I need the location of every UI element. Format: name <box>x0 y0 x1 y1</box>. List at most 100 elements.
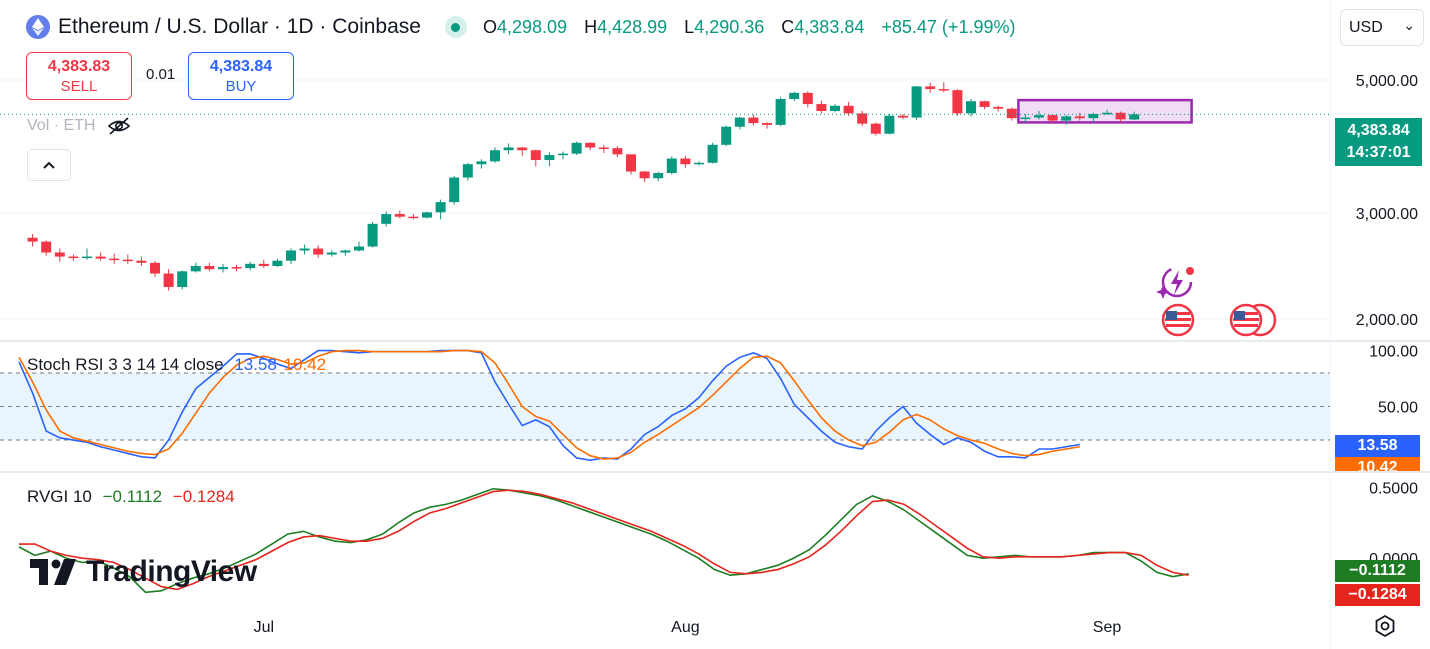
candle-body[interactable] <box>95 256 106 259</box>
candle-body[interactable] <box>190 265 201 272</box>
candle-body[interactable] <box>1061 116 1072 121</box>
candle-body[interactable] <box>422 212 432 218</box>
candle-body[interactable] <box>435 202 446 213</box>
candle-body[interactable] <box>789 92 800 99</box>
candle-body[interactable] <box>272 260 283 266</box>
us-flag-event-icon[interactable] <box>1160 303 1196 337</box>
candle-body[interactable] <box>1102 112 1112 115</box>
candle-body[interactable] <box>558 153 568 156</box>
candle-body[interactable] <box>381 214 392 224</box>
candle-body[interactable] <box>122 259 133 262</box>
candle-body[interactable] <box>54 252 65 257</box>
tradingview-logo[interactable]: TradingView <box>30 555 257 589</box>
candle-body[interactable] <box>367 223 378 247</box>
candle-body[interactable] <box>136 260 147 263</box>
volume-legend[interactable]: Vol · ETH <box>27 117 131 135</box>
currency-select[interactable]: USD ⌄ <box>1340 9 1424 46</box>
eye-crossed-icon[interactable] <box>107 117 131 135</box>
candle-body[interactable] <box>775 98 786 125</box>
candle-body[interactable] <box>503 147 514 151</box>
candle-body[interactable] <box>1115 112 1126 120</box>
candle-body[interactable] <box>313 248 324 255</box>
candle-body[interactable] <box>734 117 745 127</box>
candle-body[interactable] <box>530 150 541 160</box>
candle-body[interactable] <box>150 262 160 274</box>
candle-body[interactable] <box>449 177 460 203</box>
candle-body[interactable] <box>938 89 949 91</box>
buy-button[interactable]: 4,383.84 BUY <box>188 52 294 100</box>
candle-body[interactable] <box>639 171 650 179</box>
settings-gear-icon[interactable] <box>1372 613 1398 639</box>
candle-body[interactable] <box>966 101 976 114</box>
candle-body[interactable] <box>993 106 1004 109</box>
collapse-legend-button[interactable] <box>27 149 71 181</box>
candle-body[interactable] <box>340 250 351 253</box>
candle-body[interactable] <box>27 237 38 242</box>
candle-body[interactable] <box>925 86 936 90</box>
candle-body[interactable] <box>204 265 215 270</box>
candle-body[interactable] <box>680 158 691 165</box>
candle-body[interactable] <box>231 267 242 269</box>
candle-body[interactable] <box>245 263 256 269</box>
candle-body[interactable] <box>517 147 528 151</box>
candle-body[interactable] <box>1020 117 1031 120</box>
candle-body[interactable] <box>870 123 881 134</box>
us-flag-events-stack-icon[interactable] <box>1228 303 1280 337</box>
candle-body[interactable] <box>286 250 296 261</box>
candle-body[interactable] <box>109 258 120 261</box>
rvgi-legend[interactable]: RVGI 10 −0.1112 −0.1284 <box>27 487 235 507</box>
candle-body[interactable] <box>816 104 827 112</box>
symbol-title[interactable]: Ethereum / U.S. Dollar · 1D · Coinbase <box>58 15 421 38</box>
candle-body[interactable] <box>857 113 868 124</box>
candle-body[interactable] <box>82 256 92 259</box>
sell-button[interactable]: 4,383.83 SELL <box>26 52 132 100</box>
candle-body[interactable] <box>163 273 174 288</box>
candle-body[interactable] <box>462 164 473 178</box>
candle-body[interactable] <box>68 256 79 259</box>
candle-body[interactable] <box>544 155 555 160</box>
candle-body[interactable] <box>1034 115 1044 118</box>
candle-body[interactable] <box>1006 108 1017 119</box>
candle-body[interactable] <box>571 142 582 154</box>
candle-body[interactable] <box>218 267 228 270</box>
candle-body[interactable] <box>707 144 718 163</box>
candle-body[interactable] <box>354 246 364 251</box>
stoch-k-line[interactable] <box>18 349 1080 461</box>
candle-body[interactable] <box>585 142 596 148</box>
candle-body[interactable] <box>598 147 609 150</box>
stoch-d-line[interactable] <box>18 349 1080 460</box>
candle-body[interactable] <box>762 123 772 125</box>
stoch-rsi-legend[interactable]: Stoch RSI 3 3 14 14 close 13.58 10.42 <box>27 355 326 375</box>
candle-body[interactable] <box>394 214 405 217</box>
candle-body[interactable] <box>476 161 487 165</box>
candle-body[interactable] <box>748 117 759 124</box>
candle-body[interactable] <box>258 263 269 266</box>
candle-body[interactable] <box>898 115 908 118</box>
candle-body[interactable] <box>830 105 840 112</box>
candle-body[interactable] <box>1129 114 1140 120</box>
rvgi-signal-line[interactable] <box>19 489 1189 591</box>
candle-body[interactable] <box>41 241 52 253</box>
candle-body[interactable] <box>666 158 677 174</box>
candle-body[interactable] <box>177 271 188 288</box>
candle-body[interactable] <box>299 248 310 251</box>
candle-body[interactable] <box>802 92 813 105</box>
candle-body[interactable] <box>490 150 500 162</box>
candle-body[interactable] <box>626 154 636 172</box>
candle-body[interactable] <box>721 126 732 145</box>
candle-body[interactable] <box>694 162 704 165</box>
candle-body[interactable] <box>979 101 990 107</box>
candle-body[interactable] <box>884 115 895 134</box>
candle-body[interactable] <box>911 86 922 118</box>
candle-body[interactable] <box>1047 115 1058 121</box>
candle-body[interactable] <box>1088 113 1099 119</box>
candle-body[interactable] <box>653 173 664 179</box>
candle-body[interactable] <box>1074 116 1085 119</box>
consolidation-rectangle[interactable] <box>1017 98 1193 124</box>
candle-body[interactable] <box>843 105 854 114</box>
candle-body[interactable] <box>408 216 419 219</box>
candle-body[interactable] <box>612 148 623 155</box>
candle-body[interactable] <box>326 252 337 255</box>
crypto-event-icon[interactable] <box>1155 264 1199 300</box>
